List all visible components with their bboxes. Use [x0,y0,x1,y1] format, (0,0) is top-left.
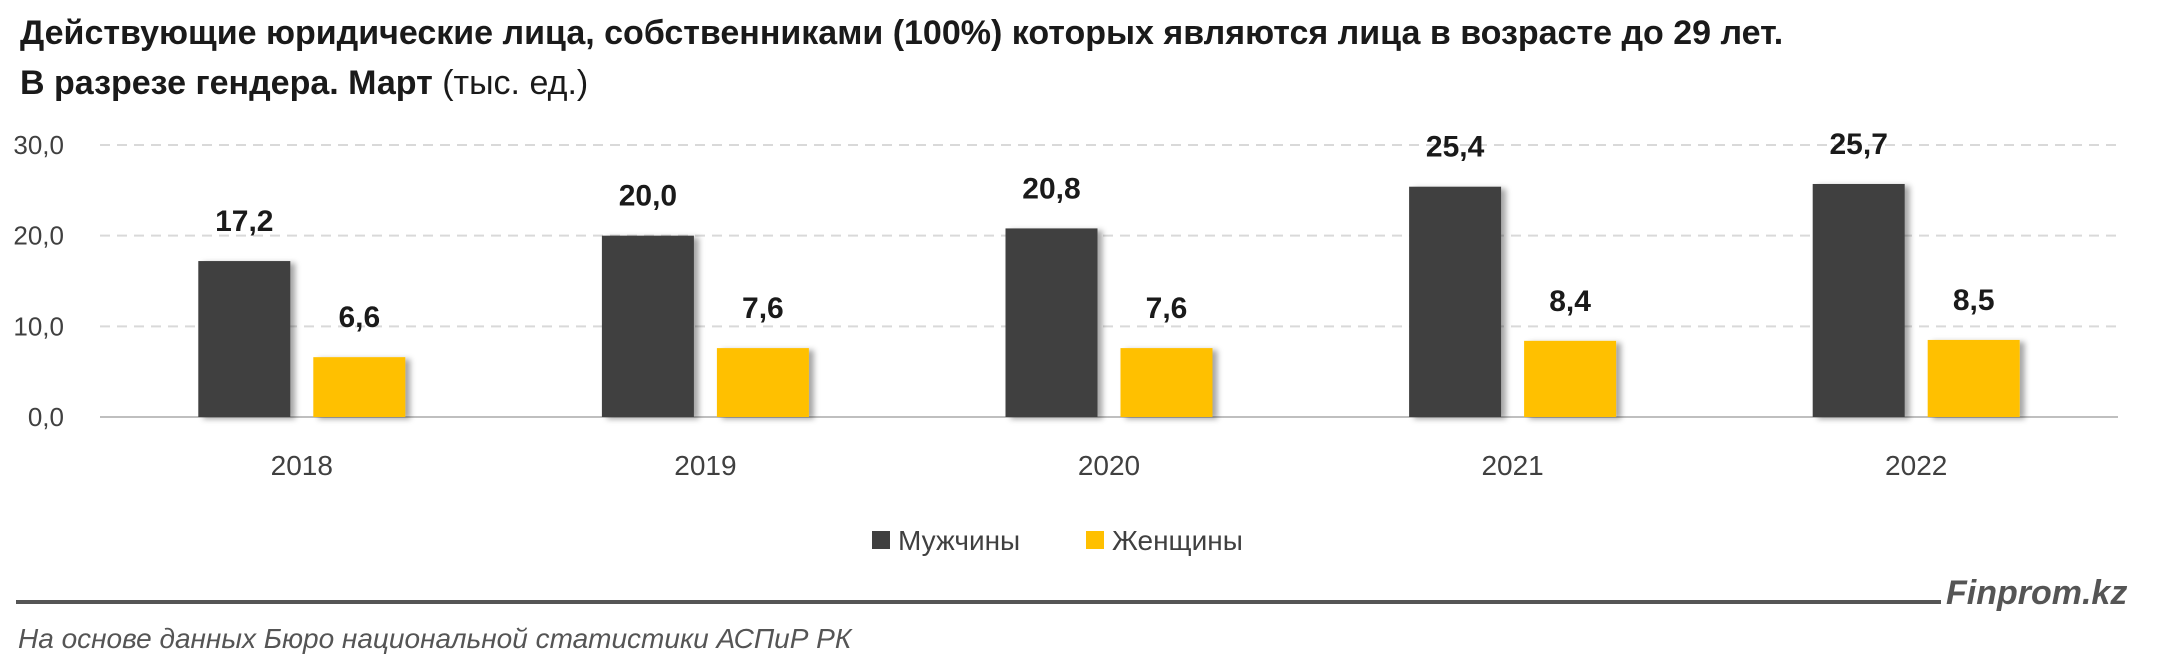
legend-swatch-women [1086,531,1104,549]
data-label: 7,6 [742,292,784,325]
title-line-2-bold: В разрезе гендера. Март [20,64,433,102]
data-label: 25,7 [1830,128,1888,161]
y-tick-label: 30,0 [13,130,64,160]
x-axis-ticks: 2018 2019 2020 2021 2022 [271,450,1948,481]
bar-women-2020 [1120,348,1213,417]
bar-women-2021 [1524,340,1617,417]
x-tick-label: 2020 [1078,450,1140,481]
data-label: 25,4 [1426,131,1485,164]
chart-title: Действующие юридические лица, собственни… [20,8,1783,108]
gridlines [100,144,2118,418]
y-tick-label: 10,0 [13,311,64,341]
data-label: 8,4 [1549,285,1591,318]
legend-swatch-men [872,531,890,549]
bar-men-2019 [601,235,694,417]
data-label: 20,8 [1022,172,1080,205]
bar-men-2020 [1005,228,1098,417]
bars [198,183,2020,417]
data-label: 7,6 [1146,292,1188,325]
bar-chart: 0,0 10,0 20,0 30,0 17,2 6,6 20,0 7,6 20,8 7,6 25,… [13,128,2118,556]
bar-women-2018 [313,357,406,417]
x-tick-label: 2021 [1481,450,1543,481]
legend-label-women: Женщины [1112,525,1243,556]
bar-men-2018 [198,261,291,417]
legend: Мужчины Женщины [872,525,1243,556]
brand-logo-text: Finprom.kz [1946,574,2128,612]
title-line-2: В разрезе гендера. Март (тыс. ед.) [20,58,1783,108]
data-label: 20,0 [619,180,677,213]
x-tick-label: 2022 [1885,450,1947,481]
data-label: 6,6 [338,301,380,334]
source-note: На основе данных Бюро национальной стати… [18,623,852,654]
y-tick-label: 0,0 [28,402,64,432]
bar-men-2022 [1812,183,1905,417]
data-label: 8,5 [1953,284,1995,317]
footer-divider [16,600,1941,604]
legend-label-men: Мужчины [898,525,1020,556]
title-unit: (тыс. ед.) [442,64,589,102]
data-label: 17,2 [215,205,273,238]
x-tick-label: 2019 [674,450,736,481]
title-line-1: Действующие юридические лица, собственни… [20,14,1784,52]
x-tick-label: 2018 [271,450,333,481]
y-axis-ticks: 0,0 10,0 20,0 30,0 [13,130,64,432]
bar-women-2022 [1927,339,2020,417]
bar-men-2021 [1409,186,1502,417]
data-labels: 17,2 6,6 20,0 7,6 20,8 7,6 25,4 8,4 25,7 8,5 [215,128,1994,334]
bar-women-2019 [716,348,809,417]
y-tick-label: 20,0 [13,221,64,251]
